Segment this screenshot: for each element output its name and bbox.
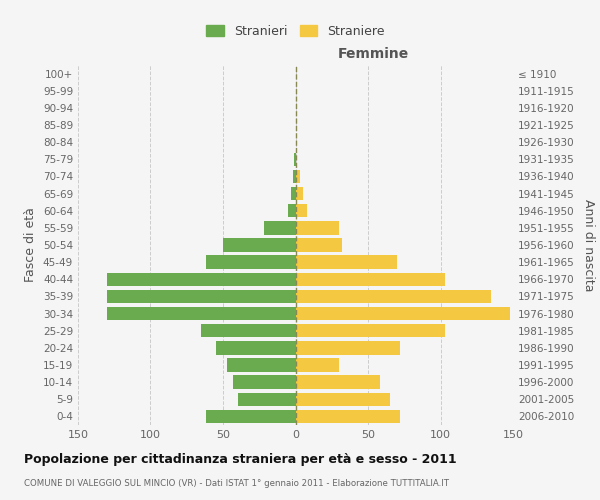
Bar — [296, 256, 397, 269]
Legend: Stranieri, Straniere: Stranieri, Straniere — [203, 21, 389, 42]
Bar — [291, 187, 296, 200]
Text: COMUNE DI VALEGGIO SUL MINCIO (VR) - Dati ISTAT 1° gennaio 2011 - Elaborazione T: COMUNE DI VALEGGIO SUL MINCIO (VR) - Dat… — [24, 479, 449, 488]
Bar — [296, 324, 445, 338]
Bar — [238, 392, 296, 406]
Bar — [296, 358, 339, 372]
Bar — [223, 238, 296, 252]
Bar — [296, 170, 300, 183]
Bar — [296, 272, 445, 286]
Bar — [296, 187, 303, 200]
Text: Femmine: Femmine — [338, 48, 409, 62]
Bar — [263, 221, 296, 234]
Bar — [296, 290, 491, 303]
Y-axis label: Fasce di età: Fasce di età — [25, 208, 37, 282]
Y-axis label: Anni di nascita: Anni di nascita — [583, 198, 595, 291]
Bar — [107, 272, 296, 286]
Bar — [296, 238, 342, 252]
Bar — [296, 341, 400, 354]
Bar — [201, 324, 296, 338]
Bar — [233, 376, 296, 389]
Bar — [107, 290, 296, 303]
Bar — [296, 204, 307, 218]
Bar — [296, 376, 380, 389]
Bar — [227, 358, 296, 372]
Bar — [296, 392, 390, 406]
Bar — [296, 410, 400, 423]
Bar — [288, 204, 296, 218]
Bar — [294, 152, 296, 166]
Bar — [296, 307, 510, 320]
Text: Popolazione per cittadinanza straniera per età e sesso - 2011: Popolazione per cittadinanza straniera p… — [24, 452, 457, 466]
Bar — [206, 256, 296, 269]
Bar — [216, 341, 296, 354]
Bar — [206, 410, 296, 423]
Bar — [293, 170, 296, 183]
Bar — [296, 221, 339, 234]
Bar — [107, 307, 296, 320]
